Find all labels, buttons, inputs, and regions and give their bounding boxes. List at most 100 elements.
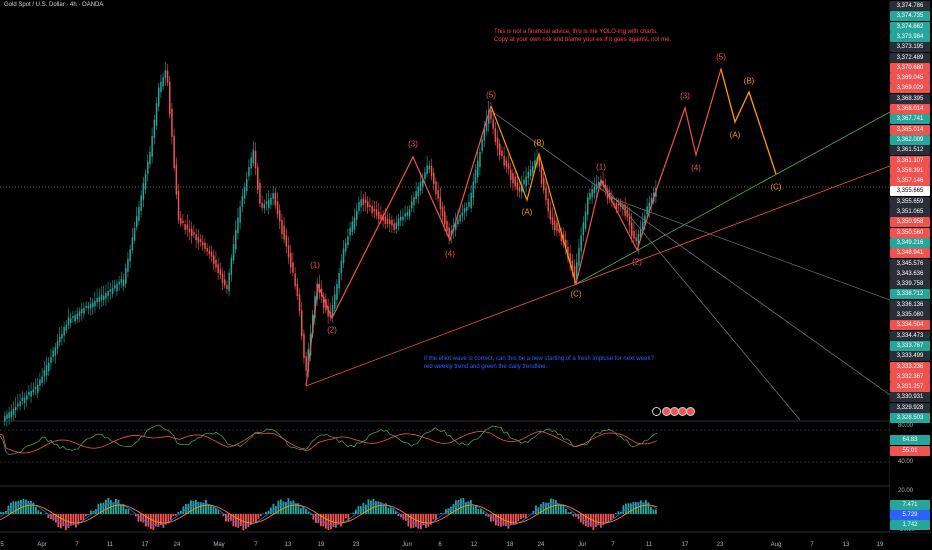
candle-body [582, 222, 585, 236]
candle-body [400, 216, 402, 221]
candle-body [587, 197, 589, 215]
macd-histogram-bar [167, 514, 170, 524]
candle-body [226, 284, 228, 290]
candle-body [162, 77, 164, 87]
macd-value-1: 7.471 [890, 500, 930, 510]
macd-histogram-bar [47, 514, 50, 519]
wave-label: (A) [729, 130, 741, 140]
macd-histogram-bar [372, 498, 375, 514]
candle-body [129, 249, 131, 262]
macd-histogram-bar [260, 514, 262, 516]
candle-body [155, 103, 158, 126]
macd-histogram-bar [250, 514, 252, 525]
candle-body [257, 167, 259, 190]
projected-correction [720, 68, 777, 175]
candle-body [437, 190, 439, 199]
candle-body [151, 136, 153, 157]
macd-histogram-bar [87, 514, 90, 515]
macd-histogram-bar [537, 507, 540, 514]
symbol-title[interactable]: Gold Spot / U.S. Dollar · 4h · OANDA [4, 2, 104, 8]
flash-icon[interactable] [652, 407, 661, 416]
candle-body [127, 258, 129, 272]
candle-body [367, 201, 369, 208]
rsi-scale-top: 80.00 [898, 423, 914, 429]
rsi-value-2: 55.01 [890, 446, 930, 456]
macd-histogram-bar [107, 497, 110, 514]
candle-body [292, 262, 294, 273]
candle-body [290, 252, 292, 268]
macd-histogram-bar [90, 510, 92, 514]
event-markers[interactable] [652, 406, 698, 416]
candle-body [37, 384, 39, 393]
macd-histogram-bar [155, 514, 157, 527]
macd-histogram-bar [242, 514, 245, 531]
candle-body [76, 313, 79, 320]
candle-body [204, 242, 206, 249]
macd-histogram-bar [457, 500, 460, 514]
macd-histogram-bar [55, 514, 57, 523]
macd-histogram-bar [470, 500, 472, 514]
candle-body [224, 279, 226, 286]
candle-body [131, 237, 134, 251]
macd-histogram-bar [500, 514, 502, 527]
macd-histogram-bar [625, 503, 627, 514]
wave-label: (2) [327, 325, 337, 335]
macd-histogram-bar [352, 512, 355, 514]
time-axis-label: 5 [0, 542, 4, 548]
candle-body [611, 197, 613, 203]
macd-histogram-bar [117, 499, 120, 514]
macd-histogram-bar [172, 514, 175, 516]
macd-histogram-bar [400, 514, 402, 518]
macd-histogram-bar [385, 503, 387, 514]
macd-histogram-bar [157, 514, 160, 527]
price-label: 3,330.931 [890, 392, 930, 403]
candle-body [556, 223, 558, 231]
macd-histogram-bar [272, 503, 275, 514]
disclaimer-line-1: This is not a financial advice, this is … [494, 29, 658, 35]
candle-body [52, 350, 54, 357]
candle-body [28, 391, 30, 396]
macd-histogram-bar [365, 504, 367, 514]
candle-body [347, 236, 349, 246]
macd-histogram-bar [265, 511, 267, 514]
price-label: 3,335.080 [890, 310, 930, 320]
candle-body [375, 209, 378, 216]
price-label: 3,369.029 [890, 83, 930, 94]
price-label: 3,369.045 [890, 73, 930, 84]
candle-body [633, 230, 635, 239]
price-label: 3,373.984 [890, 31, 930, 42]
macd-histogram-bar [120, 504, 122, 514]
candle-body [356, 210, 358, 220]
price-label: 3,334.504 [890, 320, 930, 331]
macd-histogram-bar [225, 514, 227, 522]
wave-label: (1) [310, 260, 320, 270]
macd-histogram-bar [515, 514, 517, 525]
candle-body [492, 119, 494, 129]
candle-body [125, 268, 127, 284]
price-scale[interactable]: 3,374.786 3,374.735 3,374.662 3,373.984 3,37… [890, 0, 932, 532]
candle-body [551, 217, 554, 225]
candle-body [323, 296, 325, 308]
macd-value-2: 5.729 [890, 510, 930, 520]
candle-body [56, 341, 59, 349]
candle-body [430, 165, 433, 177]
candle-body [219, 269, 222, 275]
candle-body [243, 187, 246, 199]
candle-body [349, 227, 351, 236]
candle-body [448, 227, 450, 238]
candle-body [272, 193, 274, 199]
candle-body [560, 232, 563, 242]
wave-label: (5) [486, 90, 496, 100]
candle-body [26, 395, 28, 400]
candle-body [569, 253, 571, 264]
macd-histogram-bar [612, 514, 615, 519]
macd-histogram-bar [512, 514, 515, 525]
flag-icon[interactable] [686, 407, 695, 416]
macd-histogram-bar [122, 503, 125, 514]
macd-histogram-bar [292, 500, 295, 514]
macd-histogram-bar [105, 499, 107, 514]
macd-histogram-bar [562, 504, 565, 514]
candle-body [549, 210, 552, 220]
macd-histogram-bar [252, 514, 255, 522]
